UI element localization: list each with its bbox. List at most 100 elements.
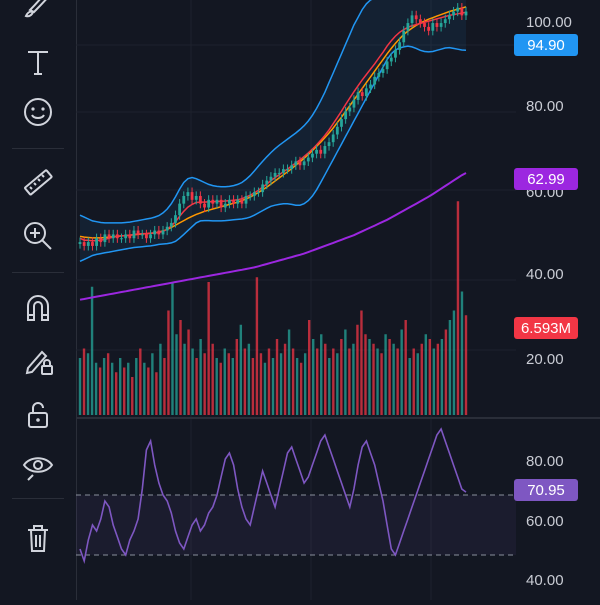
volume-bar (287, 329, 291, 415)
candle-body (348, 107, 352, 112)
volume-bar (171, 282, 174, 415)
volume-bar (167, 310, 170, 415)
volume-bar (400, 329, 403, 415)
volume-bar (396, 348, 399, 415)
text-tool-button[interactable] (14, 38, 62, 86)
candle-body (302, 161, 306, 166)
volume-bar (428, 339, 432, 415)
volume-bar (131, 377, 134, 415)
candle-body (431, 23, 435, 31)
candle-body (414, 15, 418, 20)
candle-body (327, 142, 331, 147)
candle-body (223, 203, 227, 208)
candle-body (410, 15, 414, 24)
candle-body (161, 230, 165, 235)
candle-body (261, 184, 265, 193)
candle-body (364, 88, 368, 97)
volume-bar (368, 339, 371, 415)
volume-bar (175, 334, 178, 415)
candle-body (186, 192, 190, 196)
volume-bar (332, 348, 335, 415)
volume-bar (448, 320, 452, 415)
ruler-icon (24, 169, 53, 196)
candle-body (82, 242, 86, 246)
volume-bar (195, 358, 198, 415)
volume-bar (388, 339, 391, 415)
volume-bar (98, 367, 102, 415)
price-tick-80: 80.00 (526, 98, 564, 115)
rsi-value-badge: 70.95 (514, 479, 578, 501)
candle-body (124, 234, 128, 239)
bollinger-band-fill (80, 0, 466, 262)
ruler-tool-button[interactable] (14, 158, 62, 206)
candle-body (136, 230, 140, 235)
chart-area[interactable] (76, 0, 600, 600)
volume-bar (432, 348, 436, 415)
volume-bar (352, 343, 355, 415)
volume-bar (424, 334, 427, 415)
volume-bar (191, 348, 194, 415)
volume-bar (106, 353, 110, 415)
volume-bar (227, 353, 230, 415)
candle-body (240, 199, 244, 204)
zoom-in-tool-button[interactable] (14, 212, 62, 260)
candle-body (315, 149, 318, 154)
volume-bar (275, 339, 279, 415)
unlock-tool-button[interactable] (14, 390, 62, 438)
volume-bar (151, 353, 154, 415)
candle-body (182, 195, 186, 204)
brush-tool-button[interactable] (14, 0, 62, 26)
candle-body (153, 230, 157, 235)
candle-body (128, 234, 132, 239)
candle-body (439, 23, 443, 27)
candle-body (257, 192, 260, 194)
candle-body (456, 7, 460, 12)
volume-bar (251, 358, 255, 415)
lock-drawing-tool-button[interactable] (14, 336, 62, 384)
volume-bar (231, 358, 234, 415)
volume-bar (179, 320, 182, 415)
candle-body (178, 203, 182, 216)
candle-body (435, 23, 439, 27)
unlock-icon (28, 402, 48, 428)
candle-body (319, 149, 323, 154)
candle-body (356, 92, 360, 100)
emoji-tool-button[interactable] (14, 88, 62, 136)
candle-body (290, 165, 294, 170)
candle-body (203, 203, 206, 208)
candle-body (86, 242, 90, 246)
volume-bar (78, 358, 82, 415)
last-price-badge: 94.90 (514, 34, 578, 56)
trash-icon (28, 525, 48, 552)
candle-body (340, 119, 343, 127)
volume-bar (203, 353, 206, 415)
candle-body (381, 69, 385, 74)
candle-body (369, 84, 372, 89)
rsi-tick-60: 60.00 (526, 513, 564, 530)
volume-bar (207, 282, 210, 415)
candle-body (452, 11, 455, 16)
volume-bar (94, 362, 98, 415)
candle-body (294, 161, 298, 166)
volume-bar (243, 348, 247, 415)
volume-bar (235, 339, 239, 415)
volume-bar (404, 320, 407, 415)
volume-bar (255, 277, 259, 415)
volume-bar (247, 343, 251, 415)
candle-body (418, 19, 422, 24)
candle-body (78, 242, 82, 245)
chart-canvas[interactable] (76, 0, 600, 600)
price-tick-40: 40.00 (526, 266, 564, 283)
magnet-tool-button[interactable] (14, 284, 62, 332)
candle-body (120, 238, 123, 240)
volume-bar (263, 362, 267, 415)
volume-bar (360, 310, 363, 415)
volume-bar (139, 348, 142, 415)
candle-body (402, 30, 406, 43)
candle-body (169, 222, 173, 227)
trash-tool-button[interactable] (14, 514, 62, 562)
candle-body (394, 49, 397, 58)
moving-average-badge: 62.99 (514, 168, 578, 190)
eye-tool-button[interactable] (14, 442, 62, 490)
volume-bar (408, 358, 411, 415)
